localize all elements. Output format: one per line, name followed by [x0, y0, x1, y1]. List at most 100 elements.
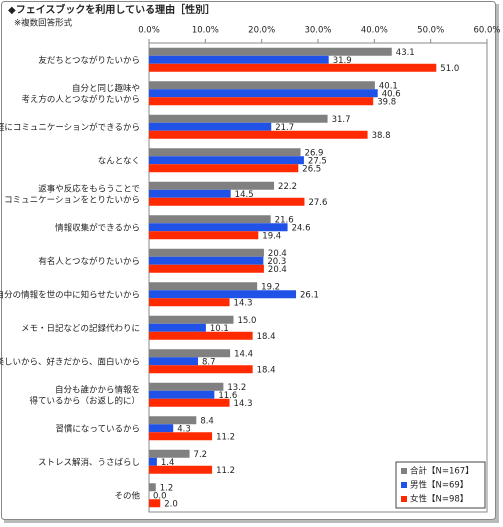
bar [149, 97, 374, 106]
legend-swatch [401, 496, 407, 502]
value-label: 2.0 [164, 499, 178, 509]
bar [149, 323, 206, 332]
value-label: 14.5 [235, 190, 254, 200]
bar [149, 122, 272, 131]
value-label: 38.8 [372, 131, 391, 141]
value-label: 15.0 [238, 316, 257, 326]
y-tick-label: メモ・日記などの記録代わりに [21, 322, 140, 333]
bar [149, 365, 253, 374]
value-label: 11.2 [216, 432, 235, 442]
value-label: 31.9 [333, 56, 352, 66]
value-label: 40.1 [379, 81, 398, 91]
bar [149, 390, 215, 399]
bar [149, 89, 378, 98]
value-label: 14.4 [234, 349, 253, 359]
x-tick-label: 60.0% [473, 26, 500, 36]
value-label: 24.6 [292, 223, 311, 233]
bar [149, 81, 375, 90]
value-label: 31.7 [332, 115, 351, 125]
value-label: 20.3 [267, 257, 286, 267]
value-label: 10.1 [210, 324, 229, 334]
value-label: 14.3 [234, 298, 253, 308]
value-label: 0.0 [153, 491, 167, 501]
value-label: 20.4 [268, 249, 287, 259]
plot-area [148, 42, 488, 513]
bar [149, 499, 161, 508]
x-tick-label: 50.0% [417, 26, 444, 36]
value-label: 27.6 [308, 198, 327, 208]
value-label: 51.0 [440, 64, 459, 74]
bar [149, 156, 304, 165]
value-label: 43.1 [396, 48, 415, 58]
y-tick-label: 返事や反応をもらうことでコミュニケーションをとりたいから [4, 183, 140, 205]
value-label: 26.9 [305, 148, 324, 158]
bar [149, 47, 392, 56]
chart-subtitle: ※複数回答形式 [14, 18, 73, 29]
chart-title: ◆フェイスブックを利用している理由［性別］ [8, 3, 215, 16]
bar [149, 457, 157, 466]
bar [149, 424, 174, 433]
value-label: 18.4 [257, 332, 276, 342]
x-tick-label: 40.0% [361, 26, 388, 36]
bar [149, 231, 259, 240]
value-label: 1.2 [160, 483, 174, 493]
value-label: 21.7 [275, 123, 294, 133]
value-label: 11.6 [218, 391, 237, 401]
value-label: 39.8 [377, 97, 396, 107]
bar [149, 282, 258, 291]
value-label: 26.1 [300, 290, 319, 300]
bar [149, 264, 264, 273]
y-tick-label: ストレス解消、うさばらし [38, 456, 140, 467]
y-tick-label: 楽しいから、好きだから、面白いから [0, 356, 140, 367]
bar [149, 63, 437, 72]
legend-swatch [401, 468, 407, 474]
bar [149, 290, 297, 299]
x-tick-label: 10.0% [192, 26, 219, 36]
y-tick-label: 情報収集ができるから [55, 222, 140, 233]
value-label: 1.4 [161, 458, 175, 468]
bar [149, 449, 190, 458]
value-label: 14.3 [234, 399, 253, 409]
bar [149, 256, 264, 265]
bar [149, 416, 197, 425]
y-tick-label: 友だちとつながりたいから [38, 54, 140, 65]
value-label: 22.2 [278, 182, 297, 192]
bar [149, 357, 199, 366]
bar [149, 248, 264, 257]
y-tick-label: 自分の情報を世の中に知らせたいから [0, 289, 140, 300]
bar [149, 331, 253, 340]
x-tick-label: 0.0% [138, 26, 160, 36]
y-tick-label: 習慣になっているから [55, 423, 140, 434]
bar [149, 382, 224, 391]
value-label: 18.4 [257, 365, 276, 375]
bar [149, 197, 305, 206]
legend-swatch [401, 482, 407, 488]
value-label: 26.5 [302, 164, 321, 174]
x-tick-label: 20.0% [248, 26, 275, 36]
bar [149, 223, 288, 232]
bar [149, 349, 231, 358]
y-tick-label: 気軽にコミュニケーションができるから [0, 121, 140, 132]
value-label: 4.3 [177, 424, 191, 434]
bar [149, 432, 213, 441]
bar [149, 298, 230, 307]
value-label: 19.2 [261, 282, 280, 292]
y-tick-label: なんとなく [98, 156, 140, 166]
value-label: 19.4 [262, 231, 281, 241]
bar [149, 114, 328, 123]
legend-label: 男性【N=69】 [410, 480, 468, 491]
legend-label: 女性【N=98】 [410, 494, 468, 505]
bar [149, 164, 299, 173]
value-label: 11.2 [216, 466, 235, 476]
bar [149, 398, 230, 407]
bar [149, 130, 368, 139]
bar [149, 483, 156, 492]
bar [149, 148, 301, 157]
value-label: 8.7 [202, 357, 216, 367]
bar [149, 181, 275, 190]
y-tick-label: 自分と同じ趣味や考え方の人とつながりたいから [21, 82, 140, 104]
bar [149, 465, 213, 474]
bar [149, 55, 329, 64]
value-label: 40.6 [382, 89, 401, 99]
